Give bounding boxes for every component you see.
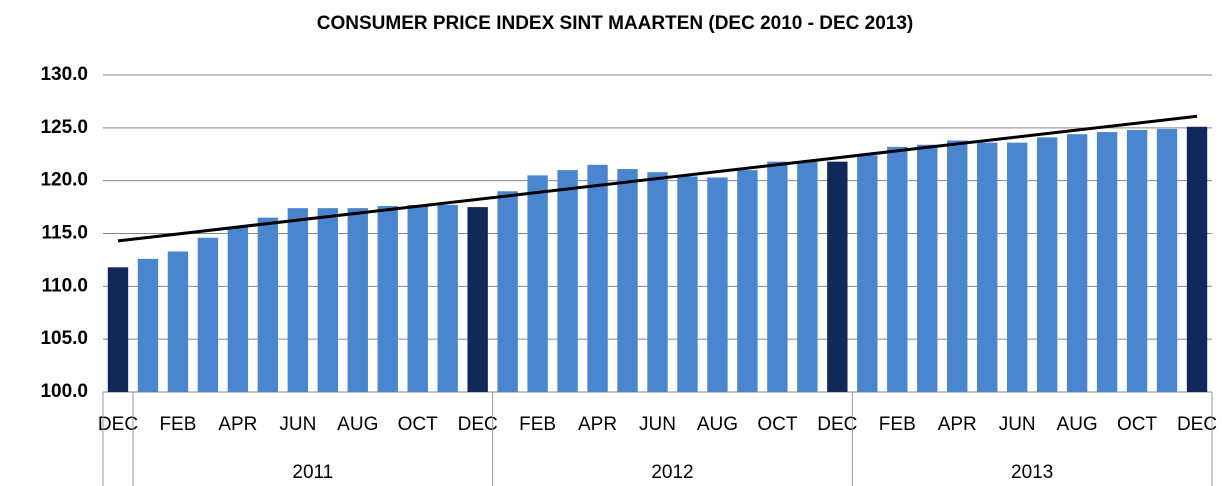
bar	[1036, 137, 1058, 392]
bar	[167, 251, 189, 392]
x-tick-label: FEB	[519, 414, 556, 435]
bar	[137, 258, 159, 392]
bar	[827, 161, 848, 392]
bar	[227, 227, 249, 392]
bar	[377, 206, 398, 392]
x-tick-label: OCT	[398, 414, 439, 435]
bar	[1126, 129, 1148, 393]
x-tick-label: DEC	[817, 414, 857, 435]
bar	[917, 144, 938, 392]
y-tick-label: 115.0	[42, 223, 89, 244]
y-tick-label: 100.0	[40, 381, 88, 402]
bar	[737, 170, 758, 392]
bar	[527, 175, 548, 392]
bar	[587, 164, 608, 392]
bar	[647, 172, 668, 392]
bar	[407, 204, 428, 392]
bar	[767, 161, 788, 392]
bar	[1156, 128, 1178, 392]
group-label: 2013	[1011, 462, 1053, 483]
x-tick-label: DEC	[98, 414, 138, 435]
bar	[287, 208, 309, 392]
bar	[947, 140, 968, 392]
x-tick-label: APR	[218, 414, 257, 435]
bar	[1006, 142, 1028, 392]
x-tick-label: OCT	[1117, 414, 1158, 435]
bar	[617, 169, 638, 392]
trend-line	[117, 114, 1198, 243]
bar	[347, 208, 368, 392]
bar	[977, 142, 998, 392]
chart-title: CONSUMER PRICE INDEX SINT MAARTEN (DEC 2…	[317, 13, 914, 34]
bar	[1096, 132, 1118, 392]
x-tick-label: JUN	[279, 414, 316, 435]
bar	[1186, 126, 1208, 392]
y-tick-label: 125.0	[40, 117, 88, 138]
bar	[797, 161, 818, 392]
y-tick-label: 110.0	[42, 275, 89, 296]
y-tick-label: 130.0	[40, 64, 88, 85]
x-tick-label: JUN	[999, 414, 1036, 435]
bar	[197, 237, 219, 392]
x-tick-label: APR	[578, 414, 617, 435]
bar	[557, 170, 578, 392]
bar	[887, 146, 908, 392]
x-tick-label: FEB	[159, 414, 196, 435]
y-tick-label: 105.0	[40, 328, 88, 349]
bar	[497, 191, 518, 392]
bar	[857, 155, 878, 392]
bar	[467, 207, 488, 392]
group-label: 2011	[292, 462, 333, 483]
x-tick-label: AUG	[1057, 414, 1098, 435]
x-tick-label: DEC	[458, 414, 498, 435]
bar	[677, 176, 698, 392]
x-tick-label: DEC	[1177, 414, 1217, 435]
bar	[707, 177, 728, 392]
bar	[317, 208, 338, 392]
x-tick-label: OCT	[757, 414, 798, 435]
bar	[437, 204, 458, 392]
x-tick-label: FEB	[879, 414, 916, 435]
x-tick-label: AUG	[337, 414, 378, 435]
x-tick-label: APR	[938, 414, 977, 435]
bar	[107, 267, 129, 392]
x-tick-label: AUG	[697, 414, 738, 435]
y-tick-label: 120.0	[40, 170, 88, 191]
bar	[1066, 134, 1088, 392]
x-tick-label: JUN	[639, 414, 676, 435]
group-label: 2012	[651, 462, 693, 483]
bar	[257, 217, 279, 392]
